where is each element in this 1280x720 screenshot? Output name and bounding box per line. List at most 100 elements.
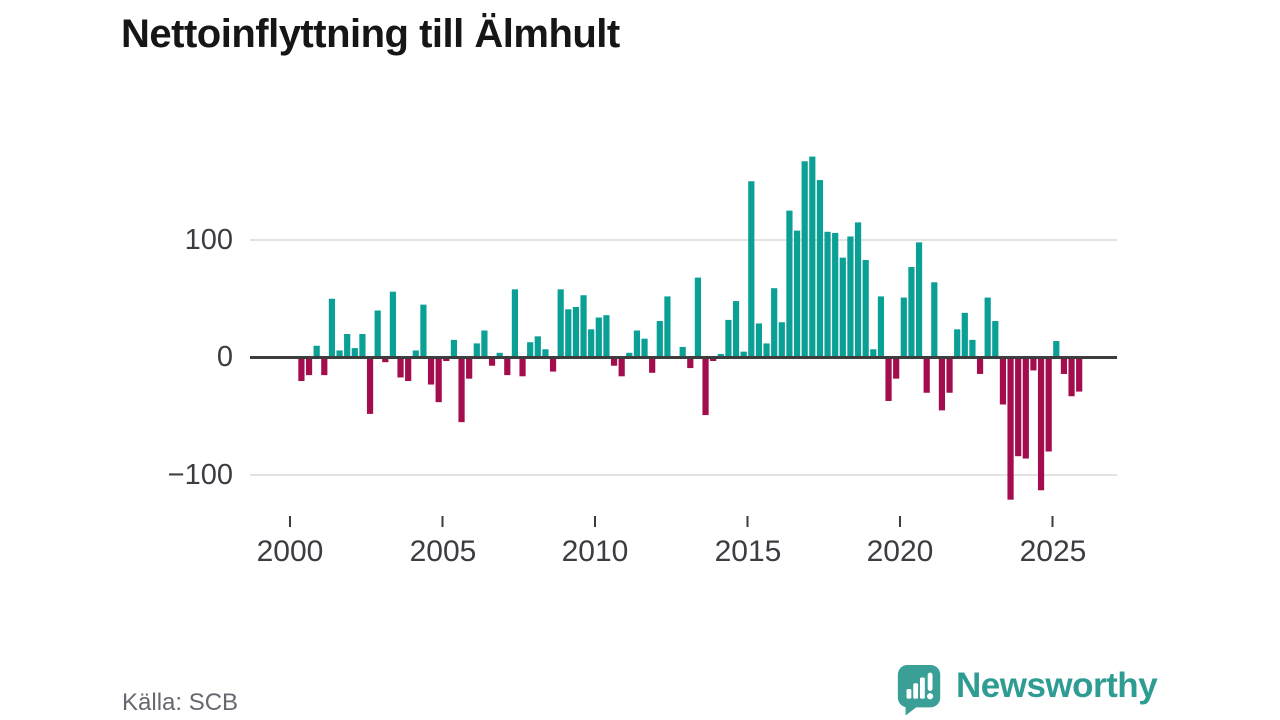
bar-2014-q4 [740, 351, 747, 358]
source-label: Källa: SCB [122, 689, 239, 716]
bar-2017-q2 [816, 180, 824, 358]
bar-2020-q1 [900, 297, 907, 358]
bar-2000-q2 [298, 357, 305, 381]
bar-2000-q4 [313, 345, 320, 358]
bar-2019-q2 [877, 296, 885, 358]
bar-2022-q2 [969, 339, 976, 358]
bar-2024-q1 [1022, 357, 1029, 459]
bar-2010-q2 [603, 315, 610, 358]
bar-2013-q4 [710, 357, 717, 362]
bar-2023-q1 [992, 321, 999, 358]
newsworthy-wordmark: Newsworthy [956, 666, 1158, 705]
bar-2008-q2 [542, 349, 549, 358]
bar-2004-q2 [420, 304, 427, 358]
bar-2024-q4 [1045, 357, 1052, 452]
bar-2015-q3 [763, 343, 770, 358]
bar-2022-q3 [976, 357, 984, 374]
bar-2017-q4 [832, 232, 839, 358]
bar-2020-q2 [908, 267, 915, 358]
bar-2024-q2 [1030, 357, 1037, 371]
bar-2018-q4 [862, 259, 869, 358]
newsworthy-speech-bubble-chart-icon [897, 664, 941, 716]
bar-2025-q1 [1053, 341, 1060, 358]
bar-2021-q4 [954, 329, 961, 358]
bar-2002-q3 [366, 357, 374, 414]
bar-2004-q3 [427, 357, 435, 385]
x-axis-tick-label: 2010 [561, 535, 629, 568]
bar-2004-q1 [412, 350, 419, 358]
bar-2012-q2 [664, 296, 671, 358]
bar-2013-q3 [702, 357, 709, 416]
bar-2018-q1 [839, 257, 846, 358]
bar-2010-q4 [618, 357, 625, 377]
bar-2002-q4 [374, 310, 381, 358]
newsworthy-logo: Newsworthy [896, 664, 1158, 716]
bar-2013-q2 [694, 277, 702, 358]
bar-2023-q4 [1015, 357, 1022, 457]
bar-2001-q1 [321, 357, 328, 376]
chart-title: Nettoinflyttning till Älmhult [121, 12, 620, 56]
bar-2016-q3 [793, 230, 801, 358]
y-axis-tick-label: 0 [216, 341, 233, 373]
bar-2011-q1 [626, 352, 633, 358]
bar-2025-q4 [1076, 357, 1083, 392]
bar-2016-q1 [778, 322, 785, 358]
x-axis-tick-label: 2005 [409, 535, 477, 568]
bar-2019-q1 [870, 349, 877, 358]
bar-2015-q4 [771, 288, 778, 358]
bar-2019-q3 [885, 357, 892, 401]
bar-2006-q3 [488, 357, 496, 366]
bar-2009-q3 [580, 295, 587, 358]
x-axis-tick-label: 2015 [714, 535, 782, 568]
bar-2023-q2 [999, 357, 1007, 405]
x-axis-tick-label: 2025 [1019, 535, 1087, 568]
bar-2011-q2 [633, 330, 641, 358]
bar-2001-q4 [344, 334, 351, 358]
y-axis-tick-label: −100 [167, 459, 233, 491]
bar-2005-q1 [443, 357, 450, 362]
bar-2000-q3 [305, 357, 313, 376]
bar-2021-q2 [938, 357, 946, 411]
bar-2024-q3 [1037, 357, 1045, 491]
bar-2017-q3 [824, 231, 831, 358]
bar-2008-q3 [549, 357, 557, 372]
bar-2010-q3 [610, 357, 618, 366]
x-axis-tick-label: 2000 [256, 535, 324, 568]
bar-2022-q4 [984, 297, 991, 358]
bar-2014-q3 [732, 301, 740, 358]
bar-2008-q4 [557, 289, 564, 358]
bar-2005-q2 [450, 339, 458, 358]
bar-2007-q3 [519, 357, 526, 377]
bar-2009-q2 [572, 306, 580, 358]
bar-2008-q1 [534, 336, 541, 358]
bar-2003-q3 [397, 357, 404, 378]
bar-2003-q2 [389, 291, 397, 358]
bar-2013-q1 [687, 357, 694, 369]
bar-2025-q3 [1068, 357, 1075, 397]
bar-2012-q4 [679, 346, 686, 358]
bar-2009-q4 [588, 329, 595, 358]
bar-2021-q3 [946, 357, 953, 393]
bar-2021-q1 [931, 282, 938, 358]
bar-2014-q1 [717, 353, 724, 358]
bar-2017-q1 [809, 156, 816, 358]
y-axis-tick-label: 100 [184, 224, 233, 256]
bar-2005-q4 [466, 357, 473, 379]
bar-2020-q3 [915, 242, 923, 358]
bar-2005-q3 [458, 357, 465, 423]
bar-2012-q1 [656, 321, 663, 358]
bar-2015-q1 [748, 181, 755, 358]
bar-2019-q4 [893, 357, 900, 379]
bar-2023-q3 [1007, 357, 1014, 500]
bar-2002-q2 [359, 334, 366, 358]
bar-2006-q2 [481, 330, 488, 358]
bar-2015-q2 [755, 323, 763, 358]
bar-2003-q1 [382, 357, 389, 363]
bar-2011-q3 [641, 338, 648, 358]
bar-2006-q1 [473, 343, 480, 358]
bar-2018-q2 [847, 236, 854, 358]
bar-2001-q3 [336, 350, 343, 358]
bar-2020-q4 [923, 357, 930, 393]
bar-2002-q1 [351, 348, 358, 358]
